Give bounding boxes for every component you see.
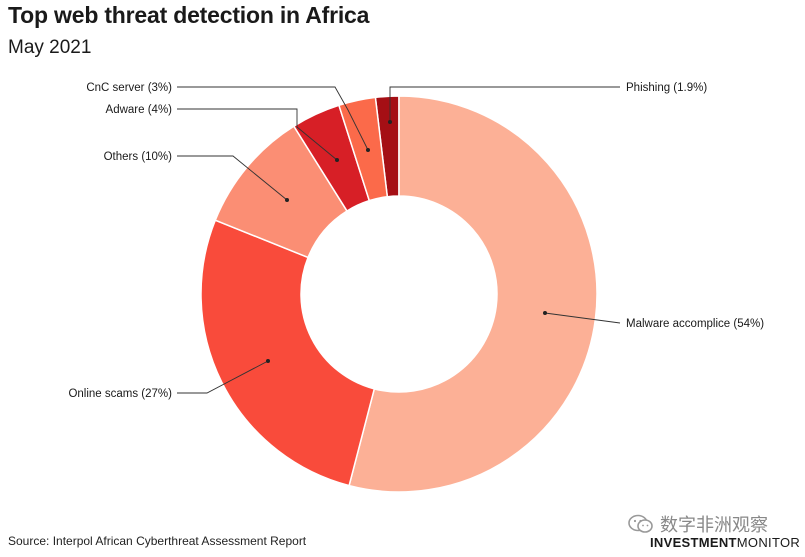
leader-line [177,155,288,201]
leader-dot [266,359,270,363]
leader-dot [543,311,547,315]
brand-bold: INVESTMENT [650,535,737,550]
leader-line [389,86,620,122]
leader-dot [285,198,289,202]
chart-title: Top web threat detection in Africa [8,2,370,28]
brand-logo: INVESTMENTMONITOR [650,535,800,550]
brand-light: MONITOR [736,535,801,550]
slice-label: Adware (4%) [106,104,173,116]
slice-label: Phishing (1.9%) [626,82,707,94]
slice-label: Malware accomplice (54%) [626,318,764,330]
leader-line [177,86,369,151]
wechat-watermark: 数字非洲观察 [628,511,768,537]
leader-line [177,108,338,161]
wechat-icon [628,514,653,533]
leader-dot [366,148,370,152]
leader-line [544,312,621,324]
leader-line [177,360,269,394]
slice-label: CnC server (3%) [86,82,172,94]
chart-subtitle: May 2021 [8,37,92,58]
watermark-text: 数字非洲观察 [660,515,768,535]
slice-online-scams [200,219,376,487]
leader-dot [388,120,392,124]
slice-label: Online scams (27%) [68,388,172,400]
leader-dot [335,158,339,162]
source-note: Source: Interpol African Cyberthreat Ass… [8,534,307,548]
slice-cnc-server [337,96,389,202]
slice-label: Others (10%) [104,151,173,163]
slice-malware-accomplice [348,95,598,493]
